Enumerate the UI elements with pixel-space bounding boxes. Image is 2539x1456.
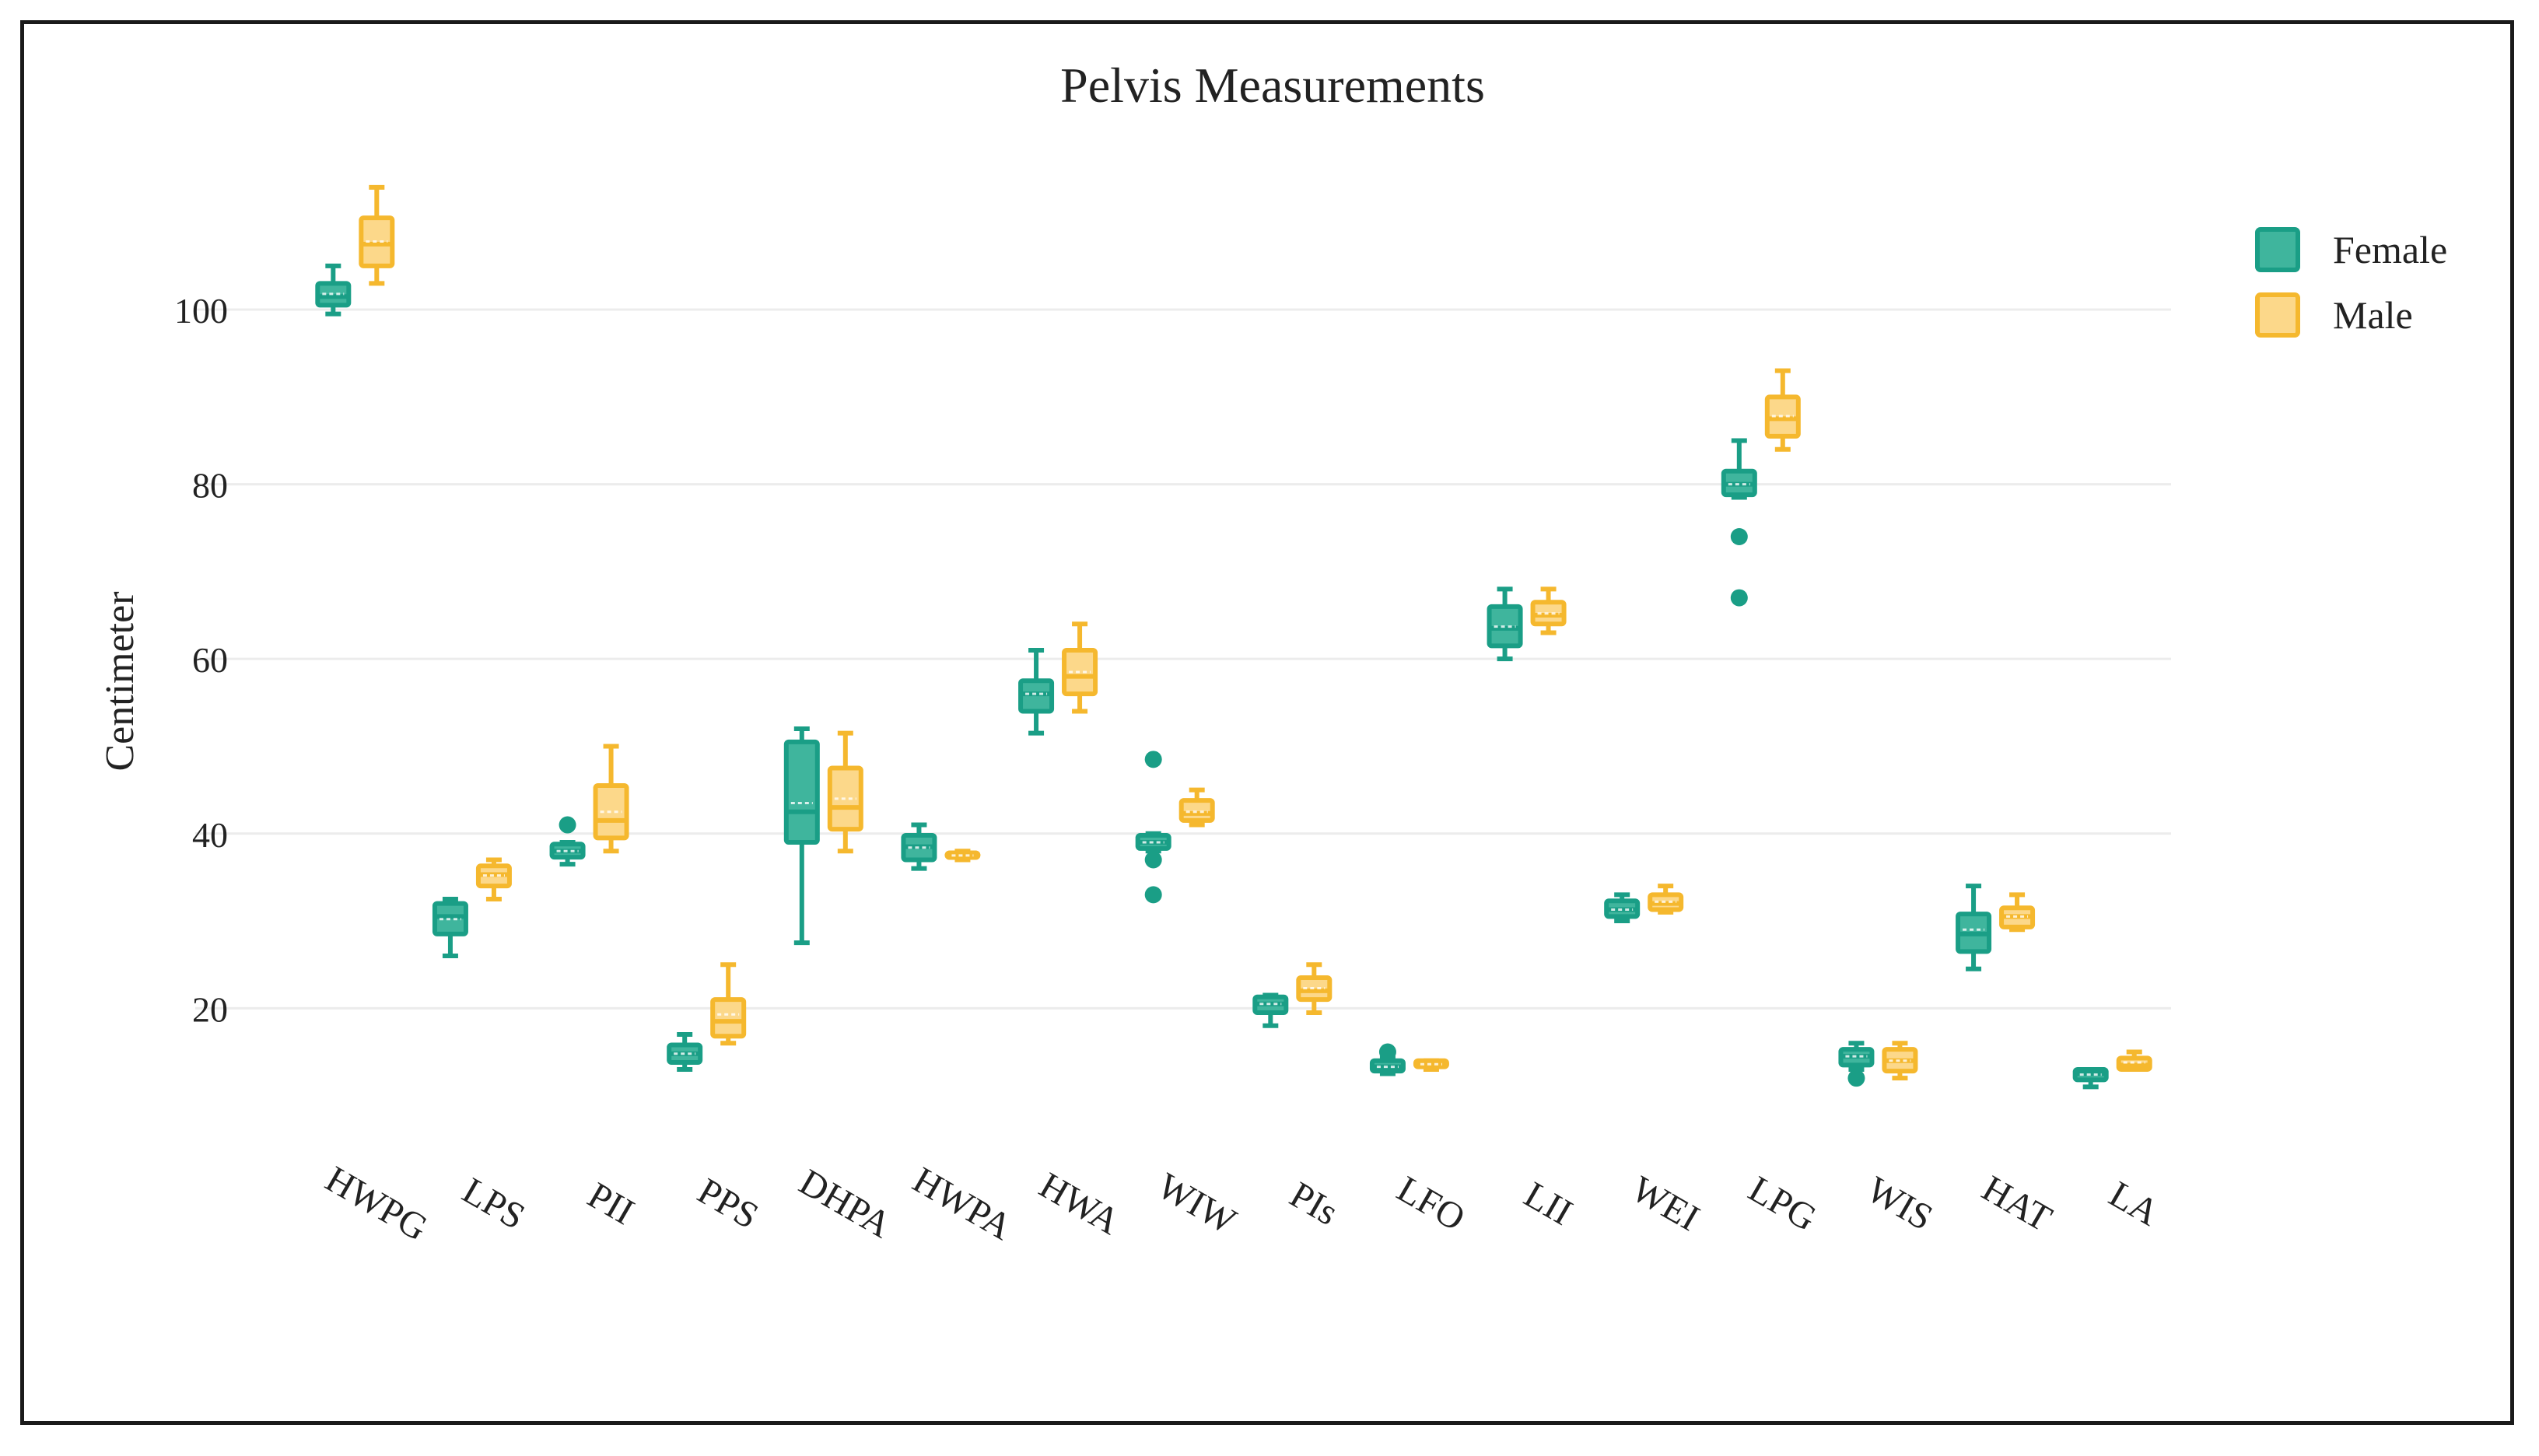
- outlier-point-0: [1730, 527, 1748, 545]
- x-tick-labels: HWPG LPS PII PPS DHPA HWPA HWA WIW PIs LFO LII WEI L…: [319, 1158, 2166, 1249]
- box-female-hwpa: [901, 822, 937, 871]
- box-female-pii: [549, 816, 586, 867]
- box-female-hat: [1956, 884, 1992, 971]
- outlier-point-1: [1144, 851, 1162, 869]
- y-tick-label-80: 80: [192, 466, 228, 506]
- x-tick-label-pps: PPS: [691, 1171, 765, 1237]
- box-female-hwa: [1018, 647, 1055, 736]
- outlier-point-2: [1144, 886, 1162, 904]
- chart-frame: Pelvis Measurements Centimeter 20 40 60 80 1…: [20, 20, 2514, 1425]
- y-tick-labels: 20 40 60 80 100: [174, 291, 228, 1029]
- box-male-lii: [1530, 586, 1567, 635]
- box-male-hat: [1999, 892, 2036, 933]
- y-axis-label: Centimeter: [98, 591, 142, 771]
- outlier-point-0: [1847, 1069, 1865, 1087]
- y-tick-label-20: 20: [192, 989, 228, 1029]
- box-iqr: [1178, 798, 1215, 823]
- box-female-wis: [1838, 1041, 1875, 1087]
- box-female-lfo: [1369, 1043, 1406, 1076]
- box-female-dhpa: [783, 726, 820, 946]
- x-tick-label-lfo: LFO: [1390, 1168, 1472, 1239]
- box-female-lii: [1487, 586, 1523, 662]
- x-tick-label-wei: WEI: [1624, 1168, 1706, 1239]
- x-tick-label-la: LA: [2102, 1174, 2166, 1234]
- legend-item-male[interactable]: Male: [2255, 292, 2413, 338]
- box-iqr: [710, 997, 747, 1039]
- box-male-pis: [1296, 962, 1333, 1015]
- box-male-wei: [1648, 884, 1684, 915]
- x-tick-label-hwa: HWA: [1032, 1164, 1126, 1243]
- x-tick-label-dhpa: DHPA: [793, 1161, 898, 1246]
- x-tick-label-wis: WIS: [1860, 1169, 1940, 1239]
- x-tick-label-lii: LII: [1518, 1174, 1580, 1234]
- box-male-wis: [1882, 1041, 1918, 1081]
- legend-swatch-female: [2255, 227, 2300, 272]
- outlier-point-0: [559, 816, 576, 834]
- box-male-la: [2116, 1049, 2152, 1072]
- x-tick-label-hwpa: HWPA: [906, 1159, 1019, 1248]
- box-male-dhpa: [827, 730, 863, 854]
- box-female-hwpg: [315, 263, 352, 317]
- gridlines: [195, 308, 2171, 1010]
- legend[interactable]: Female Male: [2255, 227, 2447, 338]
- y-tick-label-100: 100: [174, 291, 228, 331]
- series-male: [359, 184, 2152, 1081]
- box-male-pii: [593, 744, 629, 854]
- legend-label-male: Male: [2333, 293, 2413, 337]
- series-female: [315, 263, 2109, 1090]
- box-male-hwa: [1062, 621, 1098, 714]
- box-female-pis: [1252, 992, 1289, 1028]
- x-tick-label-lpg: LPG: [1742, 1168, 1823, 1239]
- box-female-la: [2072, 1066, 2109, 1090]
- box-plot-chart: Pelvis Measurements Centimeter 20 40 60 80 1…: [98, 58, 2447, 1249]
- box-male-pps: [710, 962, 747, 1046]
- box-female-lpg: [1721, 438, 1757, 607]
- x-tick-label-hat: HAT: [1975, 1167, 2058, 1240]
- legend-label-female: Female: [2333, 228, 2447, 271]
- box-female-pps: [667, 1032, 703, 1072]
- x-tick-label-lps: LPS: [456, 1170, 532, 1237]
- outlier-point-0: [1378, 1043, 1396, 1061]
- legend-item-female[interactable]: Female: [2255, 227, 2447, 272]
- x-tick-label-hwpg: HWPG: [319, 1158, 435, 1249]
- box-male-lpg: [1764, 368, 1801, 452]
- chart-title: Pelvis Measurements: [1060, 58, 1485, 113]
- box-male-lfo: [1413, 1058, 1449, 1072]
- x-tick-label-pis: PIs: [1283, 1174, 1345, 1234]
- box-female-lps: [432, 896, 468, 958]
- y-tick-label-60: 60: [192, 640, 228, 680]
- box-series: [315, 184, 2152, 1090]
- box-male-wiw: [1178, 787, 1215, 828]
- box-female-wiw: [1135, 751, 1171, 904]
- box-male-lps: [475, 857, 512, 901]
- box-iqr: [783, 739, 820, 845]
- box-male-hwpa: [944, 849, 981, 863]
- x-tick-label-pii: PII: [581, 1174, 641, 1233]
- legend-swatch-male: [2255, 292, 2300, 338]
- box-male-hwpg: [359, 184, 395, 286]
- x-tick-label-wiw: WIW: [1150, 1165, 1243, 1243]
- outlier-point-1: [1730, 589, 1748, 607]
- box-female-wei: [1604, 892, 1641, 924]
- y-tick-label-40: 40: [192, 815, 228, 855]
- outlier-point-0: [1144, 751, 1162, 768]
